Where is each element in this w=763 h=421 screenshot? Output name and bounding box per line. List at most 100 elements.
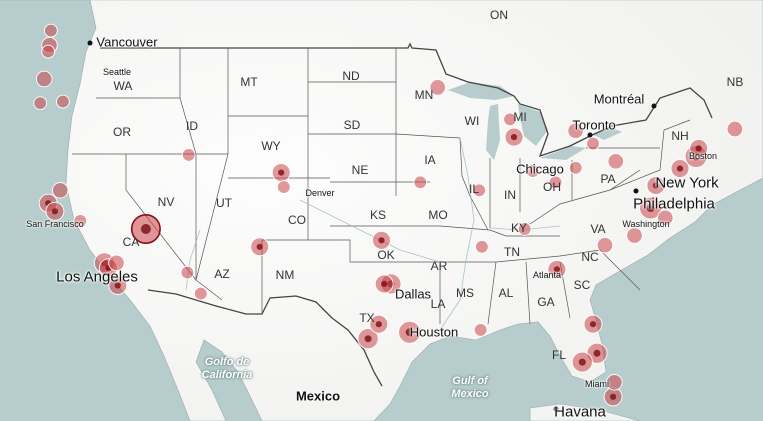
label-denver: Denver [305, 188, 335, 198]
label-havana: Havana [554, 403, 606, 421]
label-gulf-of-mexico-line2: Mexico [451, 388, 489, 400]
label-nh: NH [671, 129, 689, 143]
lake-huron [518, 104, 548, 146]
label-mo: MO [428, 208, 448, 222]
site-bubble[interactable] [73, 214, 88, 228]
site-bubble[interactable] [567, 122, 584, 139]
city-dot-philadelphia [633, 188, 639, 194]
label-oh: OH [543, 180, 561, 194]
site-bubble[interactable] [503, 112, 517, 127]
site-bubble[interactable] [517, 222, 532, 236]
label-az: AZ [214, 267, 230, 281]
label-ga: GA [537, 295, 555, 309]
label-seattle: Seattle [102, 67, 132, 77]
site-bubble[interactable] [525, 164, 540, 178]
site-bubble[interactable] [607, 153, 625, 170]
label-va: VA [590, 222, 606, 236]
label-golfo-de-california-line1: Golfo de [204, 356, 250, 368]
lake-ontario [592, 128, 622, 140]
label-philadelphia: Philadelphia [633, 195, 715, 213]
site-bubble-core [256, 243, 263, 250]
site-bubble[interactable] [475, 239, 489, 254]
label-golfo-de-california-line2: California [201, 369, 253, 381]
city-dot-vancouver [87, 40, 93, 46]
site-bubble[interactable] [657, 209, 674, 227]
site-bubble-core [114, 282, 121, 289]
site-bubble[interactable] [44, 23, 58, 38]
label-chicago: Chicago [516, 161, 564, 177]
label-on: ON [490, 8, 508, 22]
site-bubble[interactable] [51, 182, 69, 199]
label-sc: SC [573, 278, 591, 292]
label-miami: Miami [585, 379, 609, 389]
label-los-angeles: Los Angeles [56, 268, 138, 286]
site-bubble[interactable] [276, 180, 291, 194]
lake-erie [540, 146, 586, 160]
site-bubble[interactable] [56, 94, 70, 109]
label-san-francisco: San Francisco [26, 219, 84, 229]
label-washington: Washington [622, 219, 670, 229]
label-ne: NE [351, 163, 369, 177]
site-bubble[interactable] [413, 175, 428, 190]
label-boston: Boston [688, 151, 718, 161]
label-atlanta: Atlanta [532, 270, 562, 280]
site-bubble[interactable] [33, 96, 48, 111]
site-bubble[interactable] [41, 44, 56, 59]
label-al: AL [498, 286, 514, 300]
label-nm: NM [275, 268, 295, 282]
label-ca: CA [122, 235, 140, 249]
site-bubble[interactable] [596, 236, 614, 254]
label-nb: NB [726, 75, 744, 89]
label-id: ID [186, 119, 198, 133]
label-ks: KS [369, 208, 387, 222]
lake-superior [448, 82, 514, 100]
site-bubble[interactable] [181, 148, 196, 162]
site-bubble[interactable] [726, 120, 744, 138]
label-toronto: Toronto [572, 117, 616, 133]
site-bubble[interactable] [586, 136, 600, 151]
site-bubble[interactable] [473, 323, 488, 337]
label-golfo-de-california: Golfo de California [202, 356, 253, 382]
site-bubble-core [375, 321, 382, 328]
label-ok: OK [377, 248, 395, 262]
site-bubble[interactable] [108, 254, 125, 272]
site-bubble-core [578, 358, 586, 366]
label-ia: IA [424, 153, 436, 167]
site-bubble[interactable] [193, 286, 208, 301]
site-bubble[interactable] [626, 227, 643, 244]
site-bubble[interactable] [472, 183, 487, 198]
label-wi: WI [464, 114, 480, 128]
label-houston: Houston [409, 324, 459, 340]
site-bubble-core [676, 165, 684, 172]
lake-michigan [486, 104, 500, 160]
site-bubble-core [553, 266, 561, 273]
site-bubble-core [51, 208, 59, 215]
site-bubble[interactable] [429, 79, 446, 96]
label-in: IN [504, 188, 516, 202]
site-bubble-core [378, 237, 385, 244]
label-new-york: New York [655, 174, 719, 192]
label-montreal: Montréal [593, 91, 645, 107]
site-bubble-core [364, 335, 372, 343]
label-ky: KY [510, 221, 528, 235]
city-dot-montreal [651, 103, 657, 109]
site-bubble-core [405, 328, 414, 337]
site-bubble[interactable] [568, 160, 583, 175]
site-bubble[interactable] [180, 265, 195, 280]
label-mexico: Mexico [295, 388, 341, 404]
label-wy: WY [261, 139, 281, 153]
site-bubble-core [381, 280, 388, 287]
label-wa: WA [113, 79, 133, 93]
label-fl: FL [551, 348, 567, 362]
site-bubble[interactable] [606, 374, 623, 391]
city-dot-toronto [587, 132, 593, 138]
label-il: IL [468, 182, 480, 196]
site-bubble[interactable] [35, 70, 53, 88]
site-bubble-core [652, 182, 660, 189]
site-bubble[interactable] [548, 175, 563, 190]
label-gulf-of-mexico-line1: Gulf of [452, 375, 488, 387]
site-bubble-core [610, 393, 617, 400]
site-bubble-core [646, 204, 655, 213]
